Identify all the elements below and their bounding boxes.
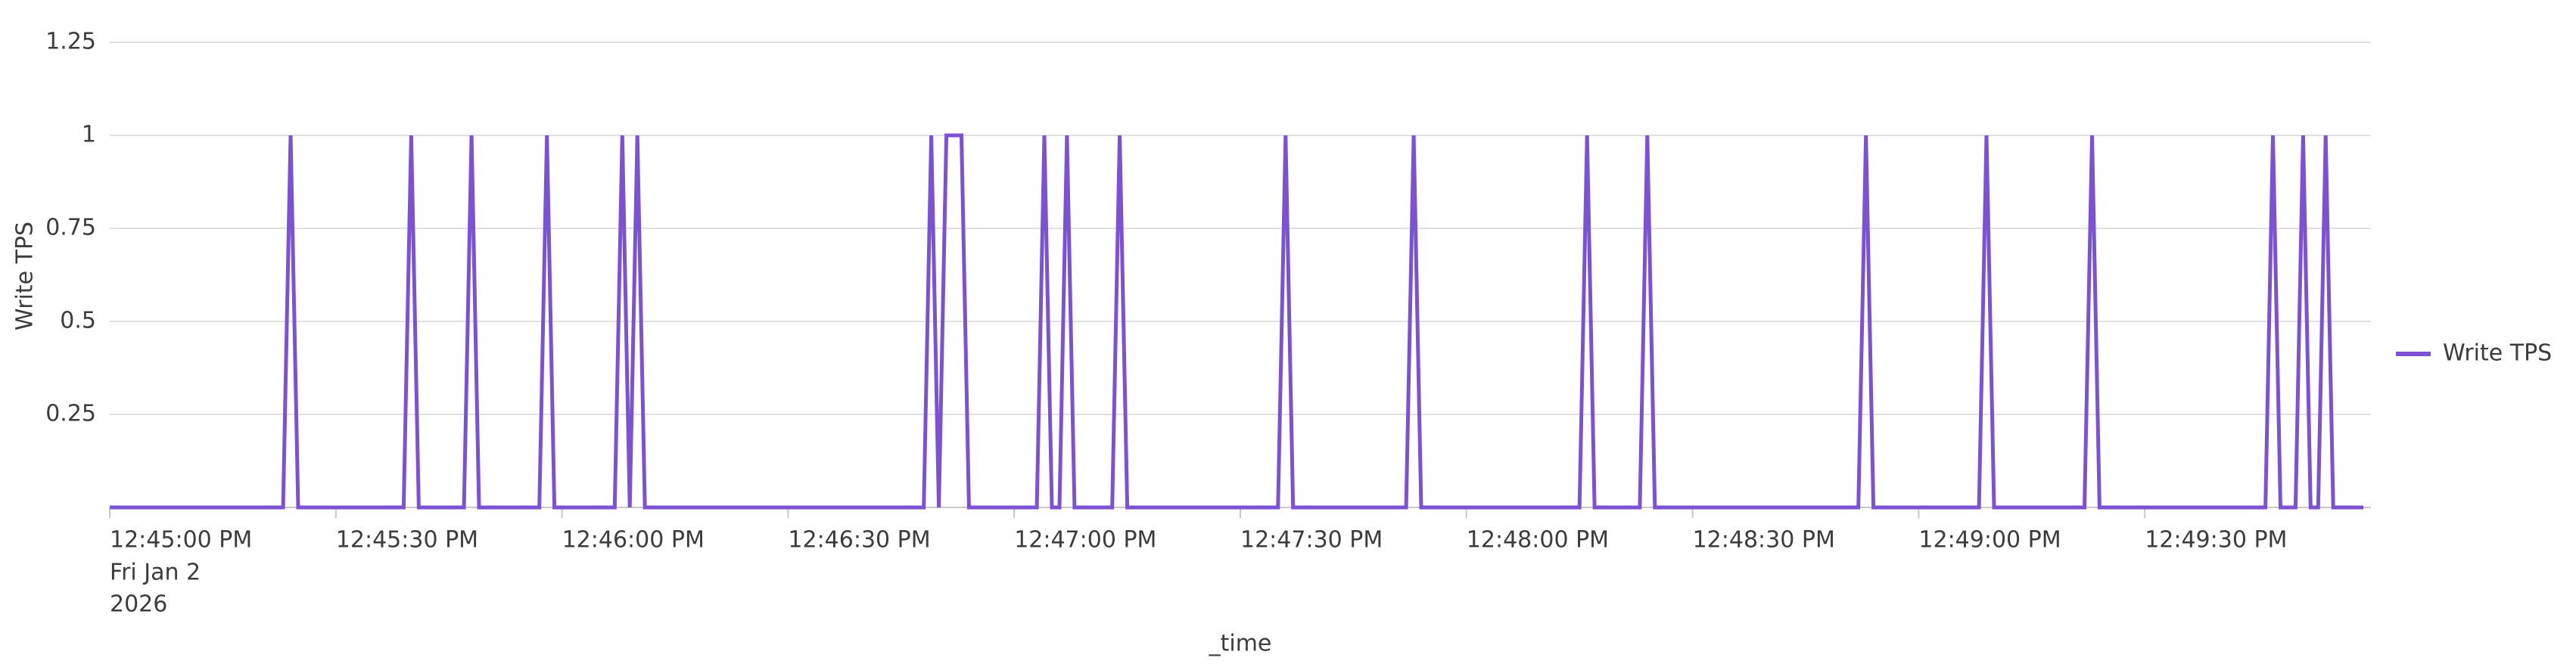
x-date-label: Fri Jan 2 [110, 560, 201, 586]
y-tick-label: 0.25 [45, 401, 96, 427]
x-tick-label: 12:49:00 PM [1918, 527, 2061, 554]
y-tick-label: 1.25 [45, 29, 96, 55]
x-tick-label: 12:48:30 PM [1693, 527, 1835, 554]
x-tick-label: 12:47:00 PM [1014, 527, 1156, 554]
x-tick-label: 12:49:30 PM [2145, 527, 2287, 554]
line-series [110, 133, 2363, 510]
x-tick-label: 12:48:00 PM [1467, 527, 1609, 554]
y-tick-label: 0.5 [60, 308, 96, 334]
x-tick-label: 12:46:00 PM [562, 527, 705, 554]
x-tick-label: 12:47:30 PM [1240, 527, 1383, 554]
y-tick-label: 1 [82, 122, 96, 148]
x-date-label: 2026 [110, 591, 167, 618]
x-axis-title: _time [1209, 631, 1272, 657]
y-axis-title: Write TPS [12, 222, 39, 330]
x-tick-label: 12:45:30 PM [336, 527, 478, 554]
x-tick-label: 12:46:30 PM [788, 527, 930, 554]
y-tick-label: 0.75 [45, 215, 96, 241]
legend-label: Write TPS [2443, 340, 2552, 367]
x-tick-label: 12:45:00 PM [110, 527, 252, 554]
